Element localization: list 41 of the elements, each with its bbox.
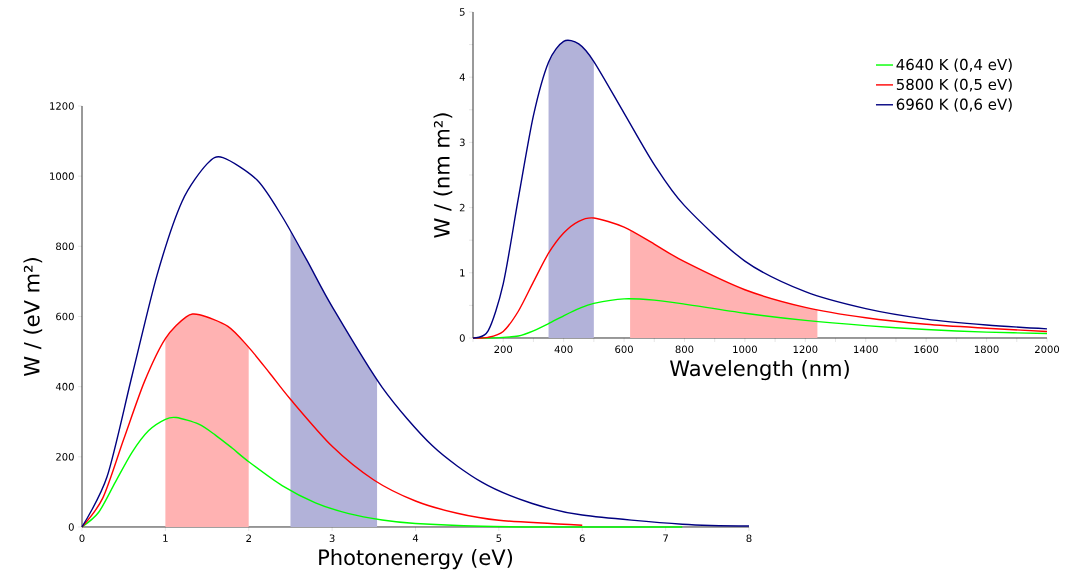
y-tick-label: 2 [459,203,465,212]
x-tick-label: 3 [329,534,335,543]
y-tick-label: 400 [55,382,74,391]
legend-label: 6960 K (0,6 eV) [896,98,1012,112]
line-series [81,313,583,528]
x-tick-label: 7 [663,534,668,542]
y-tick-label: 800 [56,242,74,251]
x-tick-label: 4 [412,534,419,542]
x-tick-label: 1800 [974,345,999,354]
y-tick-label: 5 [459,8,465,16]
x-tick-label: 0 [79,534,85,543]
x-tick-label: 8 [746,534,752,543]
x-tick-label: 400 [554,345,573,354]
y-tick-label: 1000 [50,172,74,180]
line-series [81,416,683,528]
x-tick-label: 1400 [854,345,878,354]
y-tick-label: 1 [460,269,465,277]
x-tick-label: 600 [615,345,633,354]
x-tick-label: 2000 [1035,345,1060,354]
x-tick-label: 1 [163,534,168,542]
y-tick-label: 4 [459,73,465,81]
x-tick-label: 200 [494,345,513,354]
y-tick-label: 0 [459,334,465,342]
y-axis-title: W / (nm m²) [433,113,453,238]
x-tick-label: 6 [579,534,585,543]
y-tick-label: 3 [459,138,465,147]
x-tick-label: 800 [675,345,694,354]
y-tick-label: 0 [68,523,74,531]
x-tick-label: 1000 [733,345,757,354]
legend-label: 5800 K (0,5 eV) [896,78,1012,92]
x-tick-label: 2 [246,534,251,542]
x-tick-label: 5 [496,534,502,542]
x-axis-title: Wavelength (nm) [669,359,849,381]
y-tick-label: 1200 [50,102,74,110]
x-tick-label: 1200 [793,345,818,354]
y-tick-label: 600 [56,312,74,321]
x-tick-label: 1600 [914,345,939,354]
y-tick-label: 200 [56,453,74,461]
legend-label: 4640 K (0,4 eV) [896,58,1012,72]
x-axis-title: Photonenergy (eV) [319,548,513,570]
y-axis-title: W / (eV m²) [23,258,43,376]
